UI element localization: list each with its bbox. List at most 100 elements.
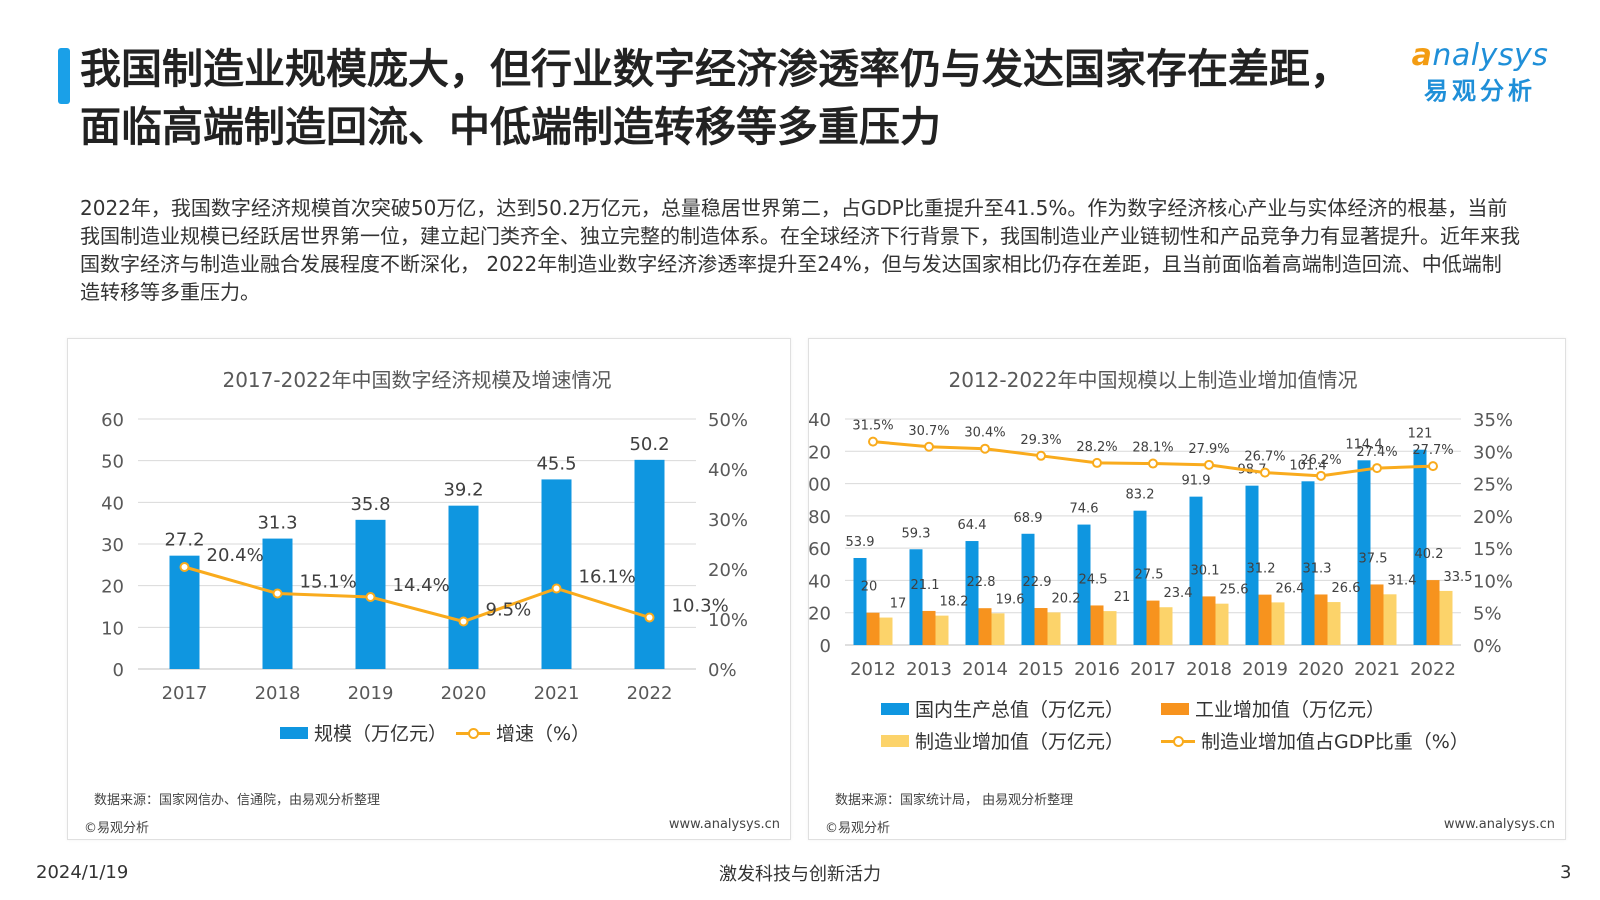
y-tick-label: 0 bbox=[820, 636, 831, 657]
line-value-label: 20.4% bbox=[207, 545, 264, 566]
digital-economy-chart-panel: 2017-2022年中国数字经济规模及增速情况 0 10 20 30 40 50 60 0% 10… bbox=[67, 338, 791, 840]
line-point bbox=[644, 612, 655, 623]
bar-value-label: 50.2 bbox=[629, 434, 669, 455]
bar-value-label: 39.2 bbox=[443, 480, 483, 501]
website-link[interactable]: www.analysys.cn bbox=[668, 817, 780, 832]
line-point bbox=[1036, 450, 1046, 461]
footer-slogan: 激发科技与创新活力 bbox=[719, 864, 881, 885]
y-tick-label: 40 bbox=[101, 493, 124, 514]
bar bbox=[1439, 590, 1453, 645]
line-value-label: 16.1% bbox=[579, 567, 636, 588]
bar bbox=[541, 479, 572, 669]
legend-share-label: 制造业增加值占GDP比重（%） bbox=[1201, 731, 1469, 753]
legend-industry-swatch bbox=[1161, 702, 1189, 715]
bar-value-label: 27.5 bbox=[1135, 568, 1164, 583]
bar-value-label: 24.5 bbox=[1079, 572, 1108, 587]
legend-share-swatch bbox=[1161, 735, 1195, 747]
y-tick-label: 20 bbox=[101, 577, 124, 598]
line-point bbox=[365, 592, 376, 602]
bar bbox=[1021, 533, 1035, 645]
line-value-label: 10.3% bbox=[672, 596, 729, 617]
analysys-logo[interactable]: analysys 易观分析 bbox=[1395, 38, 1565, 106]
bar-value-label: 31.3 bbox=[257, 513, 297, 534]
line-point bbox=[1092, 457, 1102, 468]
legend-growth: 增速（%） bbox=[456, 719, 590, 746]
legend-gdp-swatch bbox=[881, 702, 909, 715]
line-point bbox=[272, 588, 283, 599]
legend-growth-label: 增速（%） bbox=[496, 723, 591, 745]
x-tick-label: 2020 bbox=[441, 683, 487, 704]
bar bbox=[853, 557, 867, 645]
bar-value-label: 21 bbox=[1114, 590, 1131, 605]
bar-value-label: 25.6 bbox=[1220, 583, 1249, 598]
x-tick-label: 2020 bbox=[1298, 659, 1344, 680]
bar bbox=[1090, 605, 1104, 645]
line-point bbox=[179, 562, 190, 572]
bar-value-label: 18.2 bbox=[940, 595, 969, 610]
bar bbox=[448, 505, 479, 669]
x-tick-label: 2017 bbox=[1130, 659, 1176, 680]
legend-scale-label: 规模（万亿元） bbox=[314, 723, 448, 745]
website-link[interactable]: www.analysys.cn bbox=[1443, 817, 1555, 832]
bar bbox=[1413, 449, 1427, 645]
x-tick-label: 2018 bbox=[1186, 659, 1232, 680]
bar-value-label: 19.6 bbox=[996, 592, 1025, 607]
line-point bbox=[1204, 459, 1214, 470]
x-tick-label: 2022 bbox=[627, 683, 673, 704]
y-tick-label: 100 bbox=[809, 475, 831, 496]
bar-value-label: 23.4 bbox=[1164, 586, 1193, 601]
bar bbox=[1327, 602, 1341, 645]
logo-english: analysys bbox=[1395, 38, 1565, 73]
bar bbox=[1383, 594, 1397, 645]
y2-tick-label: 20% bbox=[708, 560, 748, 581]
bar bbox=[1245, 485, 1259, 645]
y-tick-label: 60 bbox=[809, 539, 831, 560]
y2-tick-label: 30% bbox=[1473, 442, 1513, 463]
page-title: 我国制造业规模庞大，但行业数字经济渗透率仍与发达国家存在差距，面临高端制造回流、… bbox=[80, 45, 1351, 151]
y-tick-label: 10 bbox=[101, 618, 124, 639]
bar bbox=[1047, 612, 1061, 645]
legend-manufacturing-label: 制造业增加值（万亿元） bbox=[915, 731, 1125, 753]
y2-tick-label: 0% bbox=[708, 660, 737, 681]
bar-value-label: 40.2 bbox=[1415, 547, 1444, 562]
digital-economy-chart: 2017-2022年中国数字经济规模及增速情况 0 10 20 30 40 50 60 0% 10… bbox=[101, 368, 748, 704]
bar bbox=[1301, 481, 1315, 645]
line-value-label: 30.7% bbox=[908, 424, 949, 439]
y-tick-label: 30 bbox=[101, 535, 124, 556]
line-value-label: 28.2% bbox=[1076, 440, 1117, 455]
bar-value-label: 45.5 bbox=[536, 453, 576, 474]
bar bbox=[965, 541, 979, 645]
logo-first-letter: a bbox=[1411, 38, 1433, 73]
bar bbox=[879, 617, 893, 645]
legend-gdp: 国内生产总值（万亿元） bbox=[881, 695, 1124, 722]
bar bbox=[1271, 602, 1285, 645]
line-point bbox=[1148, 458, 1158, 469]
bar-value-label: 53.9 bbox=[846, 535, 875, 550]
y2-tick-label: 40% bbox=[708, 460, 748, 481]
line-value-label: 28.1% bbox=[1132, 441, 1173, 456]
x-tick-label: 2013 bbox=[906, 659, 952, 680]
line-value-label: 27.9% bbox=[1188, 442, 1229, 457]
line-value-label: 15.1% bbox=[300, 572, 357, 593]
y-tick-label: 50 bbox=[101, 452, 124, 473]
x-tick-label: 2021 bbox=[534, 683, 580, 704]
bar bbox=[1215, 603, 1229, 645]
bar-value-label: 26.4 bbox=[1276, 581, 1305, 596]
line-point bbox=[551, 583, 562, 594]
bar-value-label: 27.2 bbox=[164, 530, 204, 551]
bar bbox=[978, 608, 992, 645]
copyright: ©易观分析 bbox=[825, 821, 891, 836]
bar-value-label: 26.6 bbox=[1332, 581, 1361, 596]
legend-gdp-label: 国内生产总值（万亿元） bbox=[915, 699, 1125, 721]
y2-tick-label: 25% bbox=[1473, 475, 1513, 496]
bar-value-label: 22.9 bbox=[1023, 575, 1052, 590]
page-number: 3 bbox=[1560, 862, 1572, 883]
bar-value-label: 21.1 bbox=[911, 578, 940, 593]
bar-value-label: 121 bbox=[1408, 427, 1433, 442]
bar-value-label: 83.2 bbox=[1126, 488, 1155, 503]
line-value-label: 30.4% bbox=[964, 426, 1005, 441]
chart-title: 2017-2022年中国数字经济规模及增速情况 bbox=[222, 368, 611, 392]
copyright: ©易观分析 bbox=[84, 821, 150, 836]
y2-tick-label: 0% bbox=[1473, 636, 1502, 657]
bar bbox=[1202, 596, 1216, 645]
